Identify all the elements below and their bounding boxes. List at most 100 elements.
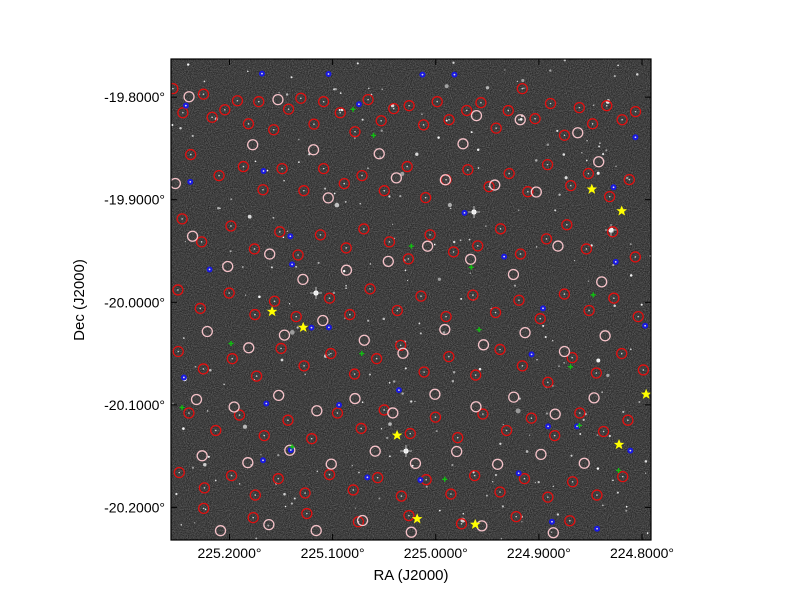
field-star xyxy=(613,304,616,308)
field-star xyxy=(283,492,286,496)
red-circle-marker xyxy=(348,368,361,380)
red-circle-source xyxy=(328,473,331,476)
blue-marker-core xyxy=(208,268,211,271)
pink-circle-marker xyxy=(214,525,227,537)
red-circle-marker xyxy=(591,489,603,501)
field-star xyxy=(612,263,615,267)
field-star xyxy=(596,467,600,470)
green-marker xyxy=(408,243,414,249)
red-circle-source xyxy=(336,412,339,414)
pink-circle-marker xyxy=(549,408,561,420)
red-circle-source xyxy=(211,116,213,119)
field-star xyxy=(433,243,436,246)
red-circle-source xyxy=(247,123,250,125)
red-circle-marker xyxy=(622,414,634,426)
field-star xyxy=(629,243,632,246)
field-star xyxy=(501,505,504,508)
field-star xyxy=(453,240,456,244)
pink-circle-marker xyxy=(242,457,254,469)
red-circle-marker xyxy=(268,295,281,307)
red-circle-source xyxy=(392,107,395,110)
green-marker xyxy=(590,292,596,298)
field-star xyxy=(230,198,233,201)
field-star xyxy=(437,277,442,281)
red-circle-source xyxy=(518,299,520,302)
red-circle-source xyxy=(303,365,305,367)
red-circle-source xyxy=(343,182,346,185)
pink-circle-marker xyxy=(491,458,504,470)
field-star xyxy=(452,61,455,64)
red-circle-marker xyxy=(529,113,541,125)
red-circle-source xyxy=(255,375,258,377)
field-star xyxy=(499,442,502,445)
green-marker xyxy=(359,351,365,357)
red-circle-marker xyxy=(383,236,396,248)
field-star xyxy=(204,508,207,511)
red-circle-source xyxy=(363,228,365,230)
field-star xyxy=(556,129,559,132)
red-circle-source xyxy=(280,347,282,350)
red-circle-source xyxy=(628,178,631,181)
red-circle-marker xyxy=(362,93,374,106)
field-stars xyxy=(171,59,651,540)
pink-circle-marker xyxy=(387,407,399,419)
red-circle-source xyxy=(407,258,410,260)
red-circle-marker xyxy=(574,407,586,419)
field-star xyxy=(419,332,422,335)
red-circle-source xyxy=(507,109,510,112)
field-star xyxy=(519,118,523,121)
pink-circle-marker xyxy=(429,388,441,400)
field-star xyxy=(579,433,582,435)
field-star xyxy=(187,63,190,66)
red-circle-marker xyxy=(573,101,585,114)
pink-circle-marker xyxy=(358,334,370,346)
blue-marker-core xyxy=(644,324,647,327)
pink-circle-marker xyxy=(196,450,208,462)
red-circle-marker xyxy=(331,407,344,419)
pink-circle-marker xyxy=(535,448,547,461)
pink-circle-marker xyxy=(514,114,526,126)
red-circle-marker xyxy=(447,246,460,258)
field-star xyxy=(283,179,285,182)
red-circle-source xyxy=(218,174,220,177)
star-field-noise xyxy=(171,59,651,540)
field-star xyxy=(601,504,604,507)
red-circle-source xyxy=(605,104,608,107)
red-circle-source xyxy=(322,100,325,103)
blue-marker-core xyxy=(419,479,422,481)
red-circle-marker xyxy=(295,92,307,104)
field-star xyxy=(381,88,384,91)
y-axis: -19.8000° -19.9000° -20.0000° -20.1000° -20.… xyxy=(104,89,651,515)
red-circle-source xyxy=(383,409,385,411)
field-star xyxy=(521,78,525,83)
field-star xyxy=(194,365,197,368)
red-circle-marker xyxy=(541,158,554,171)
red-circle-source xyxy=(452,251,455,253)
x-axis-label: RA (J2000) xyxy=(373,567,448,584)
red-circle-marker xyxy=(417,119,430,131)
green-marker xyxy=(476,327,482,333)
red-circle-marker xyxy=(213,169,225,182)
x-tick-label: 224.8000° xyxy=(610,545,674,561)
field-star xyxy=(558,365,560,367)
field-star xyxy=(636,73,639,76)
red-circle-marker xyxy=(583,304,595,317)
red-circle-source xyxy=(178,471,181,474)
field-star xyxy=(288,303,291,305)
pink-circle-marker xyxy=(272,93,284,106)
red-circle-source xyxy=(188,412,190,414)
field-star xyxy=(518,209,520,211)
red-circle-source xyxy=(434,416,437,418)
blue-marker-core xyxy=(503,255,506,258)
field-star xyxy=(502,423,504,426)
field-star xyxy=(184,240,186,243)
red-circle-marker xyxy=(340,242,352,254)
red-circle-marker xyxy=(445,488,457,500)
red-circle-marker xyxy=(503,167,515,180)
field-star xyxy=(404,367,407,370)
field-star xyxy=(516,80,519,83)
red-circle-source xyxy=(383,189,386,192)
field-star xyxy=(598,145,601,148)
red-circle-marker xyxy=(404,427,416,440)
plot-frame xyxy=(170,58,652,541)
